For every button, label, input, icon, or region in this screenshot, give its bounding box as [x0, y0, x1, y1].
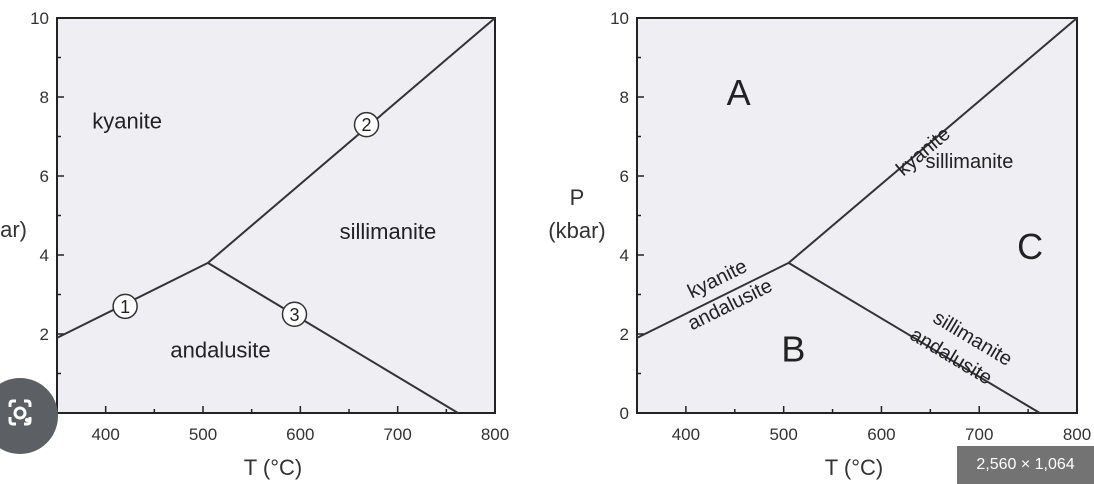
- plot-area: [56, 17, 496, 414]
- google-lens-icon: [8, 399, 32, 426]
- image-size-badge: 2,560 × 1,064: [957, 446, 1094, 484]
- lens-search-button[interactable]: [0, 378, 58, 454]
- y-tick-label: 10: [30, 9, 49, 28]
- region-label: andalusite: [170, 338, 270, 363]
- y-axis-label: (kbar): [0, 217, 27, 242]
- y-axis-label: (kbar): [548, 218, 605, 243]
- y-tick-label: 8: [620, 88, 629, 107]
- y-tick-label: 10: [610, 9, 629, 28]
- y-tick-label: 4: [620, 246, 629, 265]
- plot-area: [636, 17, 1078, 414]
- boundary-marker: [353, 111, 380, 138]
- boundary-marker-number: 2: [362, 115, 372, 135]
- y-tick-label: 0: [620, 404, 629, 423]
- y-tick-label: 6: [620, 167, 629, 186]
- x-tick-label: 500: [769, 425, 797, 444]
- y-tick-label: 4: [40, 246, 49, 265]
- region-label: B: [781, 329, 805, 370]
- region-label: A: [727, 72, 751, 113]
- x-tick-label: 600: [867, 425, 895, 444]
- phase-boundary-line: [207, 262, 459, 414]
- region-label: kyanite: [92, 109, 162, 134]
- phase-boundary-line: [787, 17, 1078, 264]
- x-tick-label: 700: [965, 425, 993, 444]
- x-axis-label: T (°C): [825, 455, 884, 480]
- x-tick-label: 800: [481, 425, 509, 444]
- phase-boundary-line: [636, 262, 790, 339]
- x-tick-label: 600: [286, 425, 314, 444]
- boundary-marker-number: 1: [120, 297, 130, 317]
- y-tick-label: 2: [40, 325, 49, 344]
- x-axis-label: T (°C): [244, 455, 303, 480]
- y-tick-label: 2: [620, 325, 629, 344]
- x-tick-label: 400: [672, 425, 700, 444]
- x-tick-label: 700: [383, 425, 411, 444]
- region-label: sillimanite: [340, 219, 437, 244]
- x-tick-label: 500: [189, 425, 217, 444]
- y-axis-label: P: [570, 185, 585, 210]
- x-tick-label: 800: [1063, 425, 1091, 444]
- region-label: C: [1017, 226, 1043, 267]
- boundary-marker-number: 3: [289, 305, 299, 325]
- x-tick-label: 400: [91, 425, 119, 444]
- y-tick-label: 6: [40, 167, 49, 186]
- boundary-marker: [112, 293, 138, 320]
- phase-boundary-line: [207, 17, 496, 264]
- phase-boundary-line: [788, 262, 1041, 414]
- y-tick-label: 8: [40, 88, 49, 107]
- boundary-marker: [281, 301, 308, 327]
- boundary-line-label: sillimanite: [926, 151, 1014, 173]
